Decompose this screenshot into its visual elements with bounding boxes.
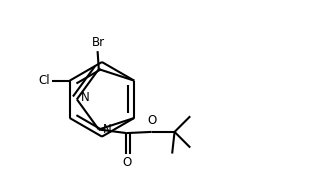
Text: N: N [81, 91, 89, 104]
Text: N: N [103, 123, 112, 136]
Text: O: O [122, 156, 132, 169]
Text: Br: Br [92, 36, 105, 49]
Text: O: O [147, 114, 156, 127]
Text: Cl: Cl [38, 74, 50, 87]
